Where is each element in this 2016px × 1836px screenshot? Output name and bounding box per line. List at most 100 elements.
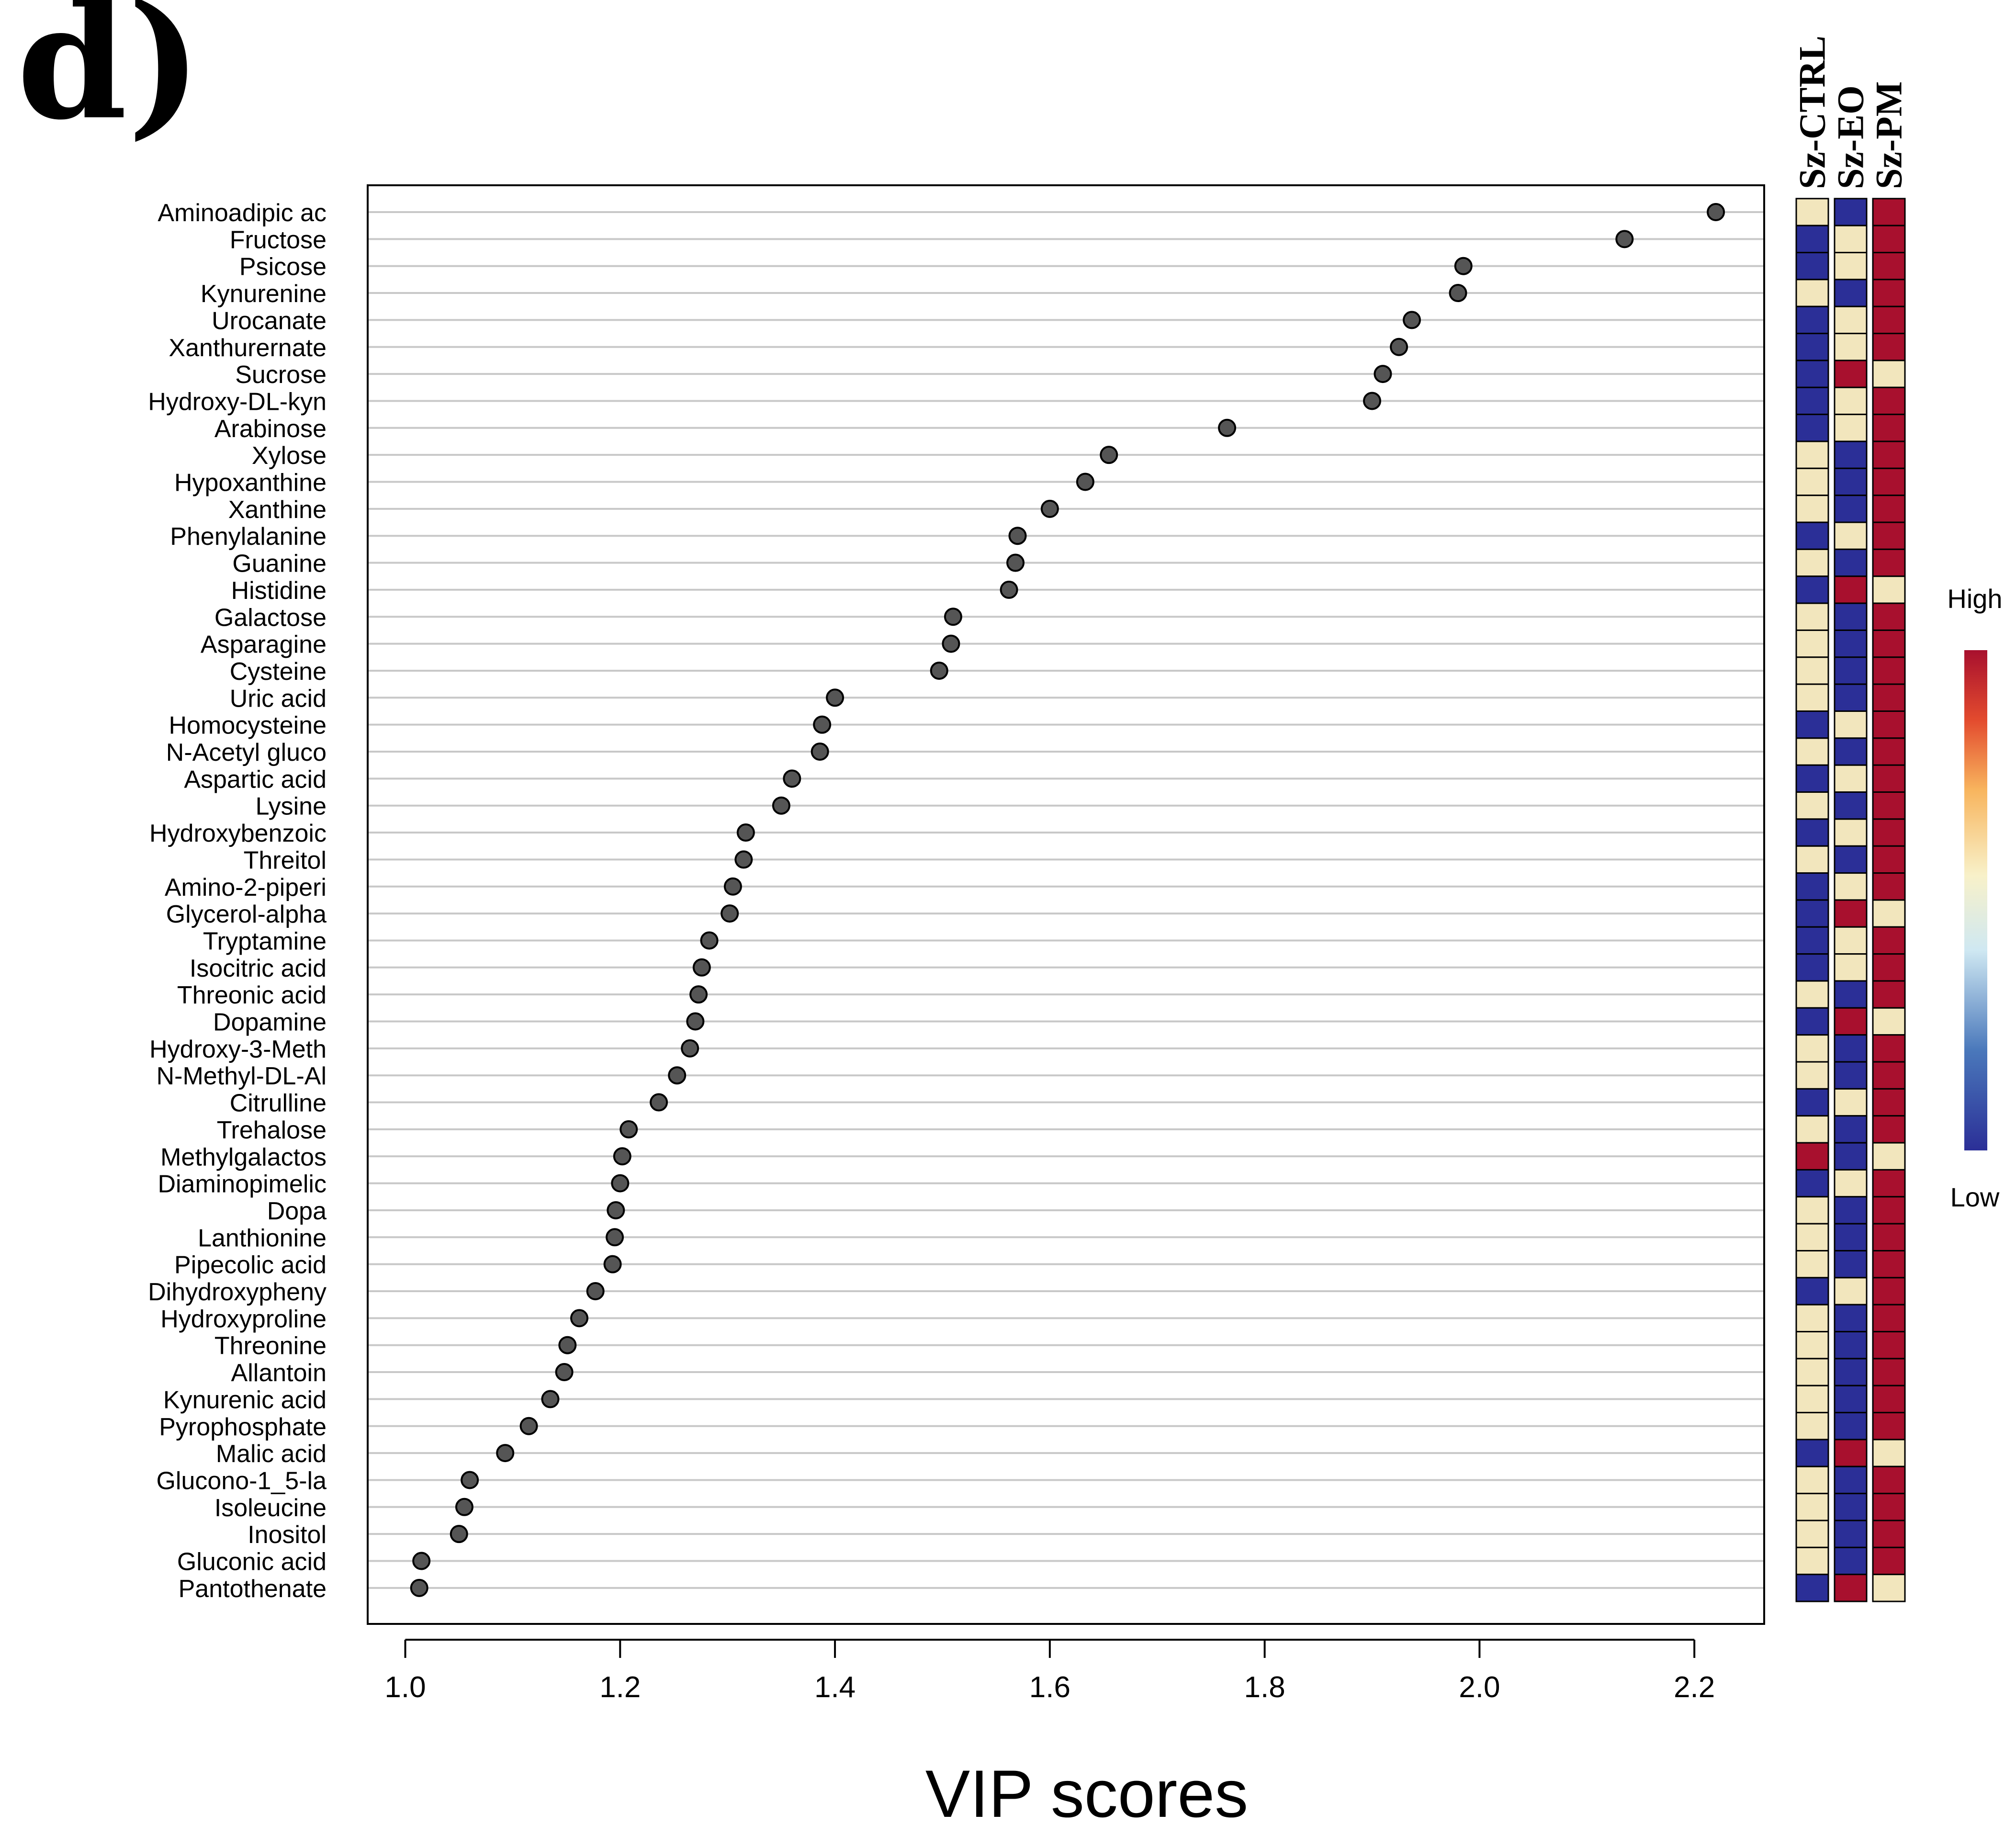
heatmap-cell [1872, 495, 1906, 523]
vip-point [410, 1578, 428, 1597]
heatmap-cell [1834, 1520, 1868, 1548]
heatmap-cell [1834, 1196, 1868, 1225]
vip-point [586, 1282, 605, 1300]
heatmap-cell [1834, 980, 1868, 1009]
vip-point [611, 1174, 630, 1193]
heatmap-cell [1795, 279, 1829, 307]
heatmap-cell [1795, 252, 1829, 281]
heatmap-cell [1872, 1520, 1906, 1548]
heatmap-cell [1795, 548, 1829, 577]
heatmap-cell [1795, 360, 1829, 388]
heatmap-cell [1834, 225, 1868, 254]
heatmap-cell [1795, 602, 1829, 631]
metabolite-label: Arabinose [214, 415, 327, 443]
metabolite-label: Threonine [214, 1332, 327, 1360]
heatmap-cell [1834, 305, 1868, 335]
heatmap-cell [1795, 1439, 1829, 1467]
vip-point [450, 1525, 468, 1543]
heatmap-cell [1795, 1304, 1829, 1333]
metabolite-label: Asparagine [201, 631, 327, 659]
heatmap-cell [1834, 1412, 1868, 1441]
heatmap-cell [1795, 872, 1829, 901]
vip-point [461, 1471, 479, 1489]
vip-point [606, 1228, 624, 1247]
heatmap-cell [1834, 252, 1868, 281]
heatmap-cell [1834, 1358, 1868, 1386]
heatmap-cell [1795, 440, 1829, 469]
heatmap-cell [1872, 1385, 1906, 1414]
metabolite-label: Malic acid [216, 1440, 327, 1468]
heatmap-cell [1872, 1250, 1906, 1279]
vip-point [811, 743, 829, 761]
heatmap-cell [1872, 1169, 1906, 1198]
heatmap-cell [1834, 467, 1868, 496]
heatmap-cell [1795, 495, 1829, 523]
heatmap-cell [1872, 1304, 1906, 1333]
metabolite-label: Trehalose [217, 1116, 327, 1144]
vip-point [681, 1039, 699, 1058]
vip-point [455, 1498, 473, 1516]
metabolite-label: Threonic acid [177, 981, 327, 1009]
heatmap-cell [1795, 1088, 1829, 1117]
heatmap-cell [1872, 252, 1906, 281]
vip-point [700, 931, 719, 950]
heatmap-cell [1834, 953, 1868, 982]
metabolite-label: Citrulline [230, 1090, 327, 1117]
heatmap-cell [1834, 602, 1868, 631]
heatmap-cell [1795, 845, 1829, 874]
x-tick-label: 2.2 [1674, 1671, 1715, 1704]
vip-point [723, 877, 742, 896]
heatmap-cell [1872, 440, 1906, 469]
metabolite-label: Cysteine [230, 658, 327, 686]
vip-point [603, 1255, 622, 1273]
heatmap-cell [1834, 683, 1868, 712]
metabolite-label: Amino-2-piperi [165, 874, 327, 901]
metabolite-label: Hydroxyproline [160, 1305, 327, 1333]
heatmap-cell [1795, 1007, 1829, 1036]
heatmap-cell [1795, 656, 1829, 685]
plot-frame [367, 184, 1765, 1625]
metabolite-label: Histidine [231, 577, 327, 605]
x-tick-label: 1.4 [814, 1671, 856, 1704]
metabolite-label: Hydroxybenzoic [149, 820, 327, 847]
x-axis: 1.0 1.2 1.4 1.6 1.8 2.0 2.2 [384, 1639, 1715, 1704]
panel-label: d) [17, 0, 202, 155]
heatmap-cell [1872, 872, 1906, 901]
heatmap-cell [1795, 926, 1829, 955]
heatmap-cell [1834, 495, 1868, 523]
vip-point [619, 1120, 638, 1138]
vip-point [570, 1309, 589, 1328]
heatmap-cell [1872, 1061, 1906, 1090]
heatmap-cell [1834, 899, 1868, 928]
heatmap-cell [1834, 386, 1868, 416]
heatmap-cell [1872, 764, 1906, 793]
vip-point [772, 796, 790, 815]
heatmap-cell [1834, 656, 1868, 685]
heatmap-cell [1872, 710, 1906, 739]
heatmap-cell [1795, 198, 1829, 226]
heatmap-cell [1795, 1142, 1829, 1171]
heatmap-cell [1795, 764, 1829, 793]
heatmap-cell [1795, 1169, 1829, 1198]
heatmap-cell [1795, 1520, 1829, 1548]
heatmap-cell [1834, 1007, 1868, 1036]
metabolite-label: Isocitric acid [190, 955, 327, 982]
heatmap-cell [1834, 926, 1868, 955]
metabolite-label: Psicose [239, 253, 327, 281]
heatmap-cell [1872, 953, 1906, 982]
grid-lines [368, 211, 1764, 1589]
vip-point [1100, 446, 1118, 464]
heatmap-cell [1834, 1169, 1868, 1198]
legend-high-label: High [1947, 584, 2002, 614]
heatmap-cell [1834, 1061, 1868, 1090]
vip-point [736, 823, 755, 842]
heatmap-cell [1795, 1115, 1829, 1144]
heatmap-cell [1834, 1115, 1868, 1144]
x-tick-label: 1.2 [599, 1671, 641, 1704]
heatmap-cell [1795, 980, 1829, 1009]
vip-point [692, 958, 711, 977]
vip-point [689, 985, 708, 1004]
vip-point [1000, 580, 1018, 599]
